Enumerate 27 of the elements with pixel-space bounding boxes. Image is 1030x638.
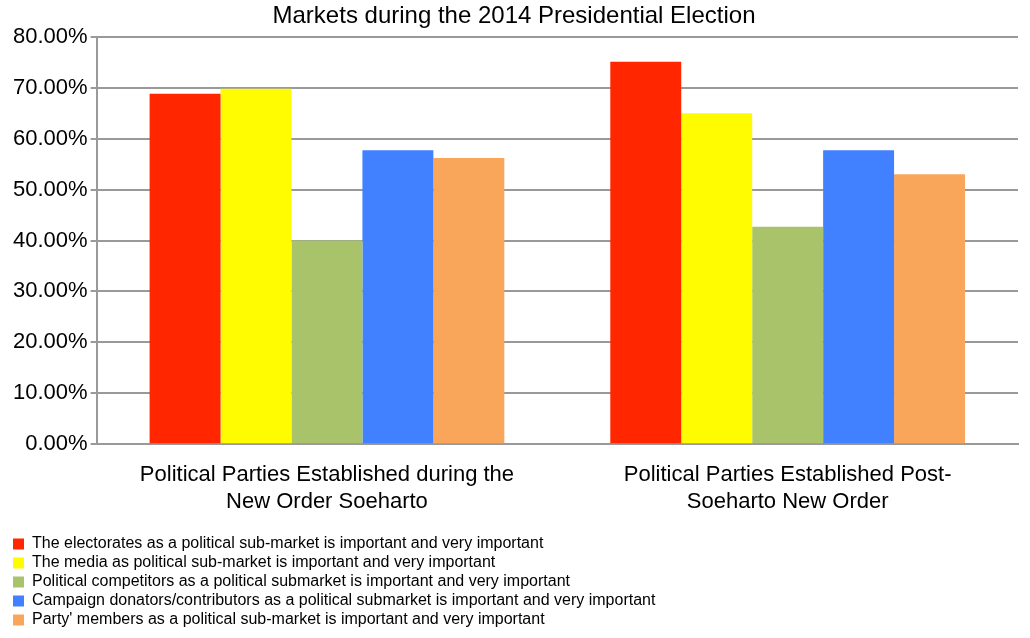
y-tick-label: 50.00% [12, 175, 88, 201]
bar [894, 174, 966, 444]
bar [362, 150, 434, 444]
bar [823, 150, 895, 444]
bar [291, 240, 363, 444]
y-tick-label: 60.00% [12, 124, 88, 150]
legend-label: The media as political sub-market is important and very important [32, 553, 496, 571]
bar [149, 93, 221, 444]
y-tick-label: 30.00% [12, 277, 88, 303]
legend-label: Political competitors as a political submarket is important and very important [32, 572, 571, 590]
bar [610, 61, 682, 444]
y-tick-label: 80.00% [12, 22, 88, 48]
x-tick-label: Political Parties Established during the New Order Soeharto [139, 461, 515, 513]
y-tick-label: 0.00% [25, 430, 88, 456]
bar [220, 88, 292, 444]
legend-label: Campaign donators/contributors as a political submarket is important and very important [32, 591, 656, 609]
y-tick-label: 20.00% [12, 328, 88, 354]
y-tick-label: 40.00% [12, 226, 88, 252]
y-tick-label: 10.00% [12, 379, 88, 405]
bar [681, 113, 753, 444]
bar [752, 226, 824, 444]
legend-label: Party' members as a political sub-market is important and very important [32, 610, 546, 628]
legend-label: The electorates as a political sub-market is important and very important [32, 534, 544, 552]
y-tick-label: 70.00% [12, 73, 88, 99]
x-tick-label: Political Parties Established Post-Soeharto New Order [623, 461, 952, 513]
chart-title: Markets during the 2014 Presidential Election [272, 1, 756, 29]
bar [433, 158, 505, 444]
